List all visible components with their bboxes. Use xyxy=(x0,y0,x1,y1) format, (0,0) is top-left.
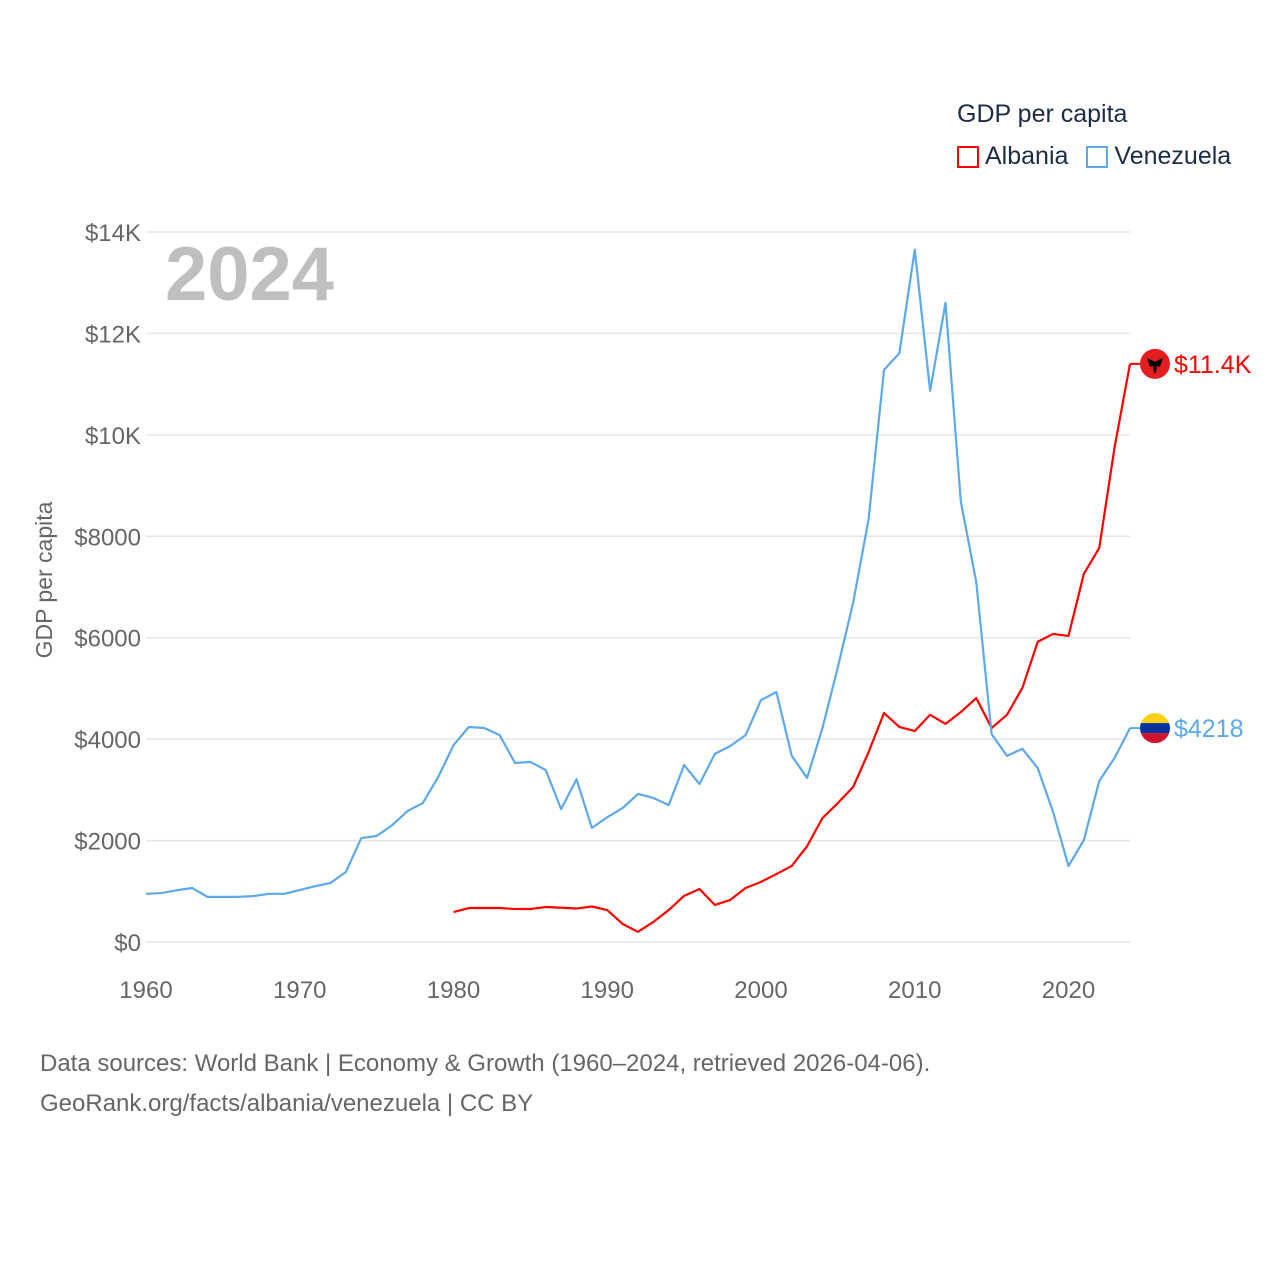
x-tick-label: 1970 xyxy=(273,977,326,1004)
x-tick-label: 1960 xyxy=(119,977,172,1004)
flag-stripe xyxy=(1140,723,1170,734)
flag-stripe xyxy=(1140,713,1170,724)
legend-item-venezuela[interactable]: Venezuela xyxy=(1086,142,1231,171)
y-tick-label: $8000 xyxy=(74,524,141,551)
legend-swatch-venezuela xyxy=(1086,145,1109,168)
series-line-albania xyxy=(453,363,1132,933)
y-tick-label: $4000 xyxy=(74,727,141,754)
source-line-2: GeoRank.org/facts/albania/venezuela | CC… xyxy=(40,1090,534,1117)
legend-label: Albania xyxy=(985,142,1069,170)
legend-label: Venezuela xyxy=(1114,142,1232,170)
end-value-label-venezuela: $4218 xyxy=(1174,715,1244,743)
x-tick-label: 1980 xyxy=(427,977,480,1004)
x-tick-label: 1990 xyxy=(581,977,634,1004)
source-note: Data sources: World Bank | Economy & Gro… xyxy=(40,1044,930,1124)
series-line-venezuela xyxy=(145,248,1131,898)
legend-swatch-albania xyxy=(957,145,979,168)
legend: Albania Venezuela xyxy=(957,142,1231,171)
x-tick-label: 2010 xyxy=(888,977,941,1004)
x-tick-label: 2000 xyxy=(734,977,787,1004)
eagle-icon xyxy=(1147,357,1163,373)
legend-item-albania[interactable]: Albania xyxy=(957,142,1068,171)
y-axis-label: GDP per capita xyxy=(31,501,57,658)
y-tick-label: $14K xyxy=(85,220,141,247)
source-line-1: Data sources: World Bank | Economy & Gro… xyxy=(40,1050,931,1077)
y-tick-label: $12K xyxy=(85,321,141,348)
y-tick-label: $0 xyxy=(114,930,141,957)
y-tick-label: $2000 xyxy=(74,829,141,856)
end-value-label-albania: $11.4K xyxy=(1174,351,1252,379)
x-tick-label: 2020 xyxy=(1042,977,1095,1004)
flag-stripe xyxy=(1140,733,1170,744)
y-tick-label: $10K xyxy=(85,423,141,450)
year-label: 2024 xyxy=(165,232,334,317)
y-tick-label: $6000 xyxy=(74,626,141,653)
legend-title: GDP per capita xyxy=(957,100,1128,128)
venezuela-flag-icon xyxy=(1140,713,1170,744)
